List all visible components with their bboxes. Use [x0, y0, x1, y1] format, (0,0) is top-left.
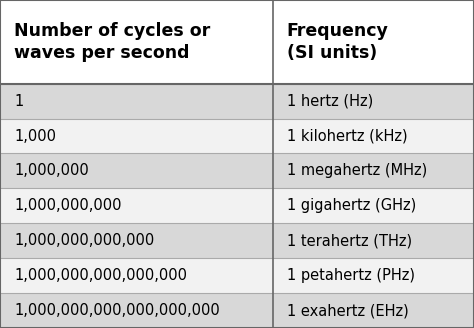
Text: Number of cycles or
waves per second: Number of cycles or waves per second	[14, 22, 210, 62]
Bar	[0, 154, 474, 188]
Bar	[0, 223, 474, 258]
Text: 1 kilohertz (kHz): 1 kilohertz (kHz)	[287, 129, 407, 144]
Text: 1 petahertz (PHz): 1 petahertz (PHz)	[287, 268, 415, 283]
Bar	[0, 84, 474, 118]
Bar	[0, 118, 474, 154]
Text: 1 gigahertz (GHz): 1 gigahertz (GHz)	[287, 198, 416, 213]
Text: 1 terahertz (THz): 1 terahertz (THz)	[287, 233, 412, 248]
Text: Frequency
(SI units): Frequency (SI units)	[287, 22, 389, 62]
Text: 1,000,000,000: 1,000,000,000	[14, 198, 122, 213]
Bar	[0, 258, 474, 293]
Text: 1 hertz (Hz): 1 hertz (Hz)	[287, 93, 373, 109]
Bar	[0, 0, 474, 84]
Text: 1,000,000,000,000: 1,000,000,000,000	[14, 233, 155, 248]
Text: 1,000,000: 1,000,000	[14, 163, 89, 178]
Text: 1,000: 1,000	[14, 129, 56, 144]
Text: 1 megahertz (MHz): 1 megahertz (MHz)	[287, 163, 427, 178]
Text: 1 exahertz (EHz): 1 exahertz (EHz)	[287, 303, 409, 318]
Text: 1,000,000,000,000,000: 1,000,000,000,000,000	[14, 268, 187, 283]
Text: 1,000,000,000,000,000,000: 1,000,000,000,000,000,000	[14, 303, 220, 318]
Bar	[0, 293, 474, 328]
Text: 1: 1	[14, 93, 24, 109]
Bar	[0, 188, 474, 223]
